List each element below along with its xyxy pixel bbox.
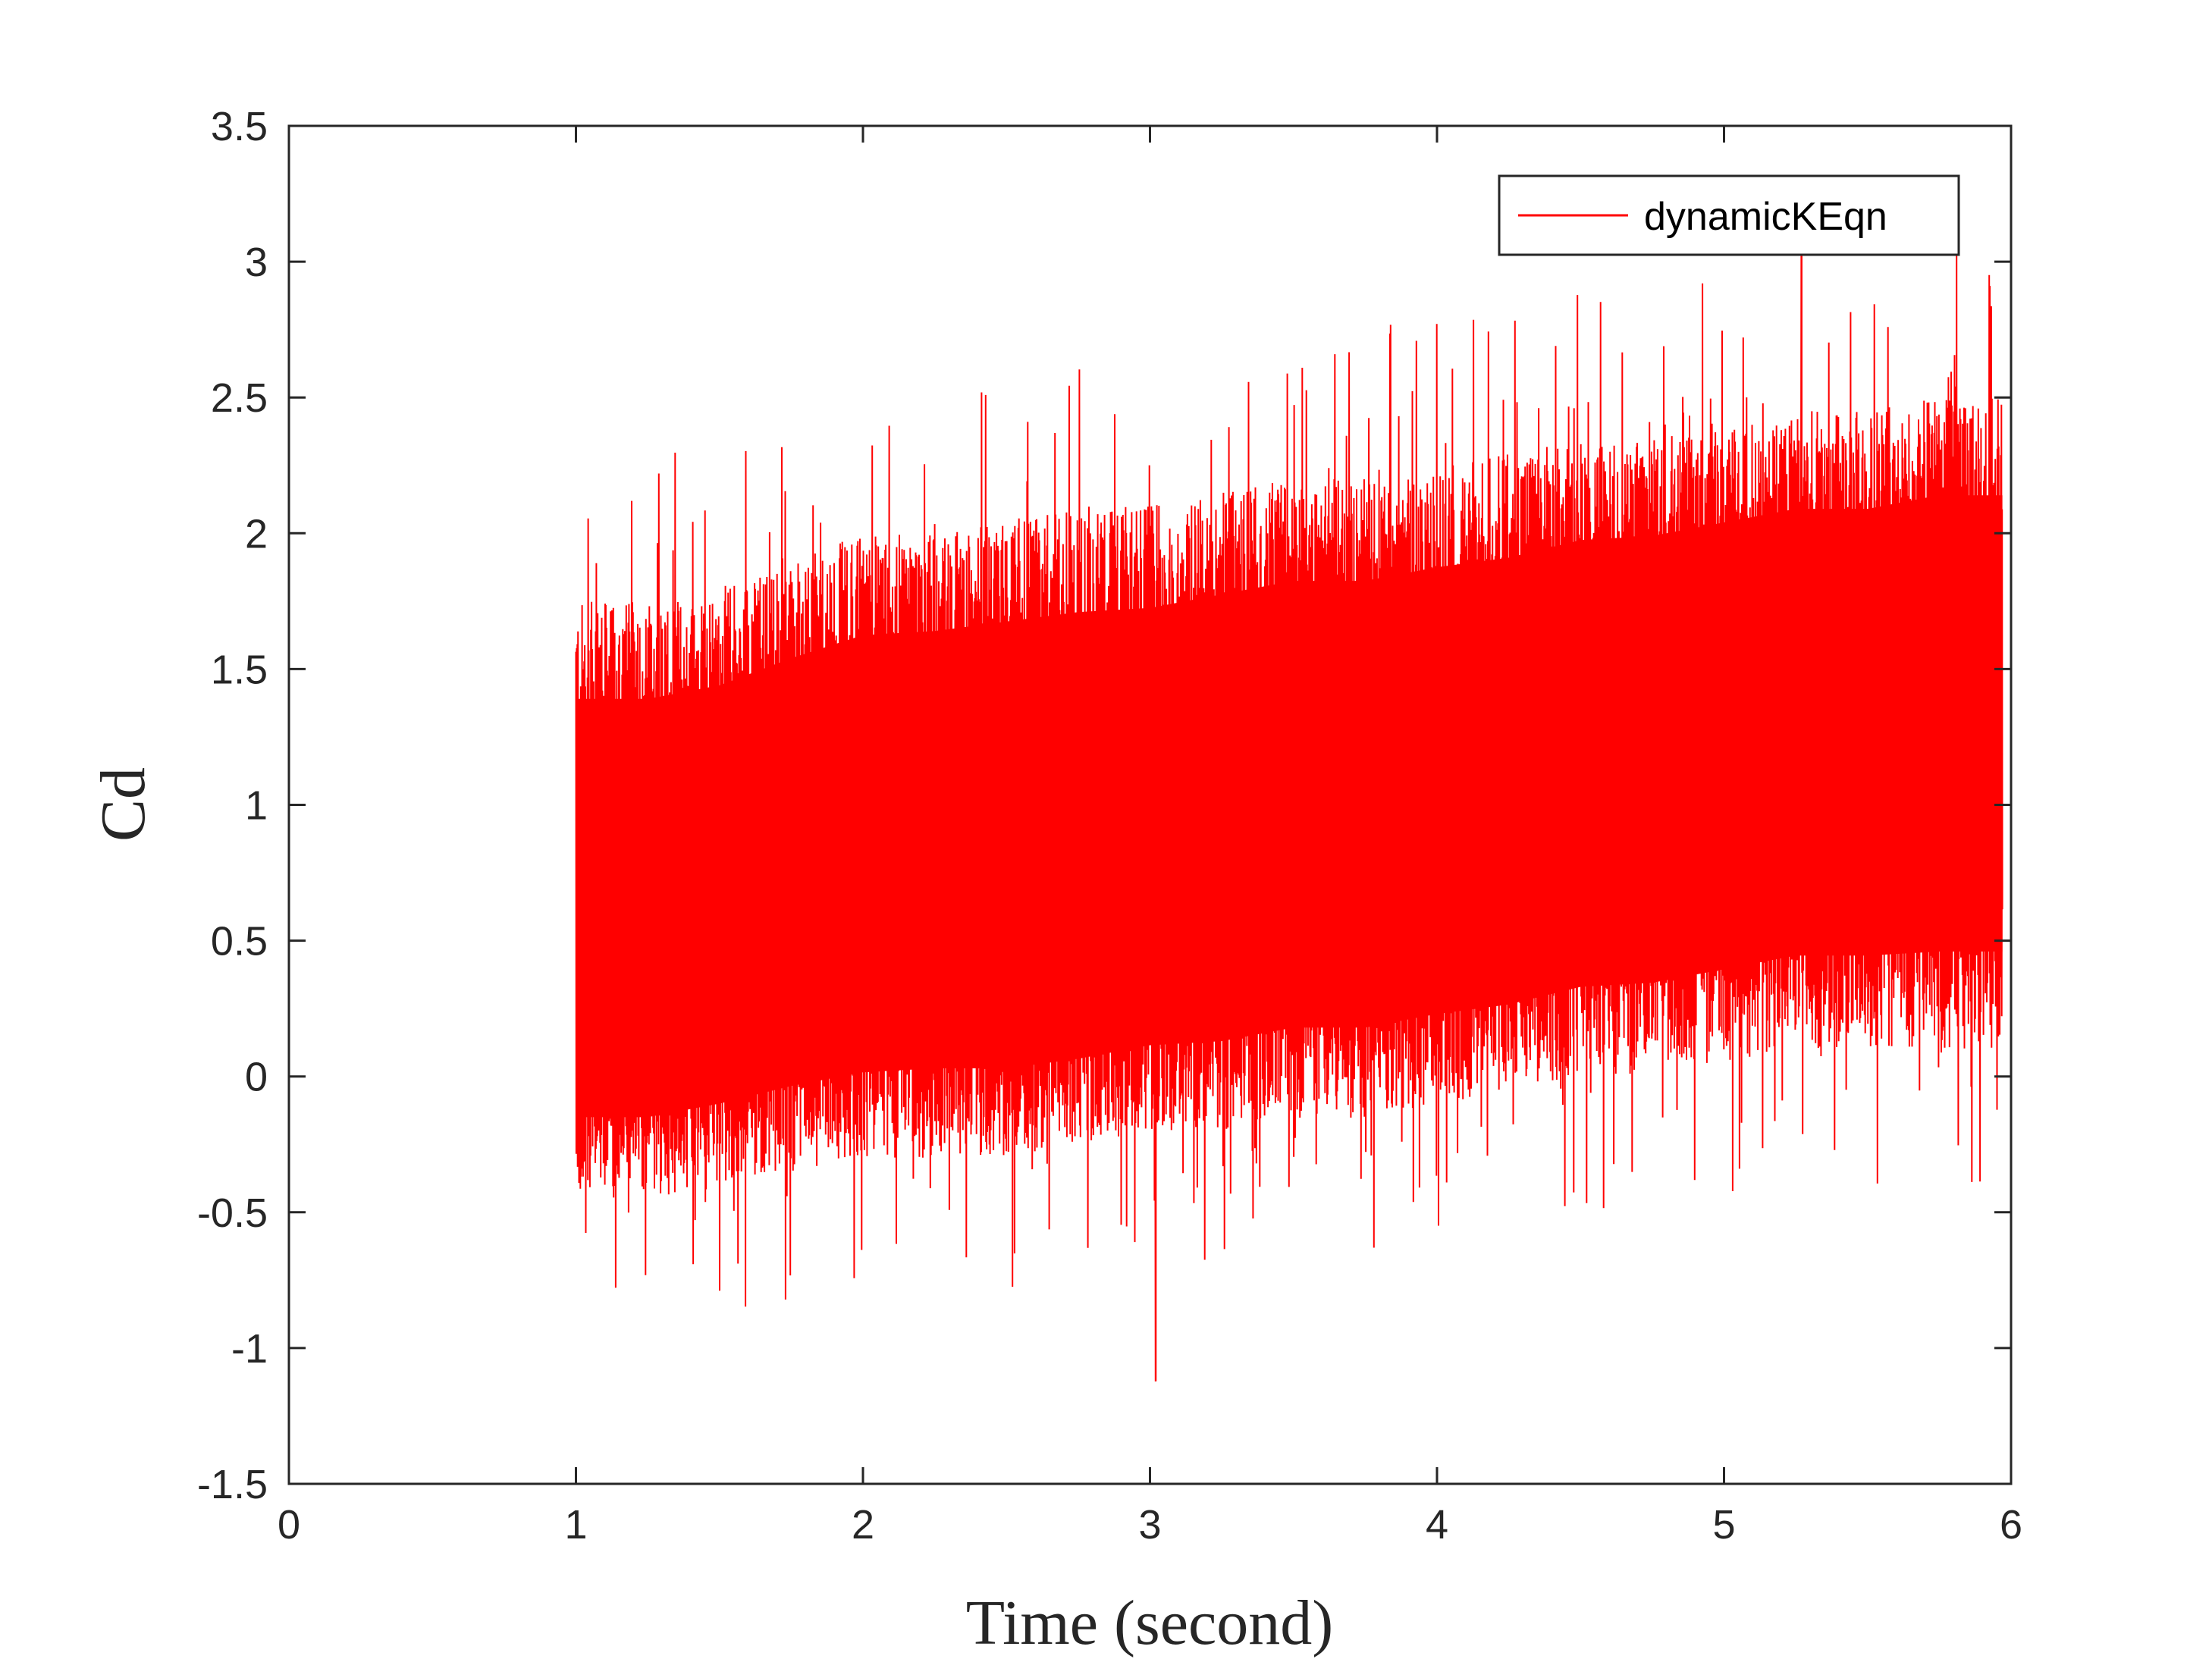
y-tick-label: 0 xyxy=(245,1055,268,1100)
y-tick-label: -1.5 xyxy=(197,1462,268,1507)
y-tick-label: 2.5 xyxy=(211,375,268,421)
legend: dynamicKEqn xyxy=(1498,174,1960,256)
x-tick-label: 1 xyxy=(564,1502,587,1548)
y-tick-label: 0.5 xyxy=(211,919,268,964)
tick-labels: 0 1 2 3 4 5 6 -1.5 -1 -0.5 0 0.5 1 1.5 2 2.5 3 3.5 xyxy=(197,104,2022,1548)
x-tick-label: 4 xyxy=(1426,1502,1448,1548)
y-tick-label: 2 xyxy=(245,511,268,557)
legend-entry-label: dynamicKEqn xyxy=(1644,195,1887,239)
y-tick-label: 3.5 xyxy=(211,104,268,149)
y-tick-label: 1 xyxy=(245,783,268,829)
y-tick-label: -1 xyxy=(231,1326,268,1372)
x-axis-title: Time (second) xyxy=(966,1588,1334,1658)
y-tick-label: 3 xyxy=(245,240,268,285)
y-axis-title: Cd xyxy=(88,767,158,842)
x-tick-label: 2 xyxy=(852,1502,874,1548)
series-band-core xyxy=(576,495,2003,1118)
x-tick-label: 3 xyxy=(1138,1502,1161,1548)
ticks xyxy=(287,124,2013,1485)
plot-area xyxy=(575,247,2003,1381)
y-tick-label: 1.5 xyxy=(211,647,268,692)
y-tick-label: -0.5 xyxy=(197,1190,268,1236)
x-tick-label: 6 xyxy=(2000,1502,2022,1548)
x-tick-label: 0 xyxy=(278,1502,300,1548)
x-tick-label: 5 xyxy=(1712,1502,1735,1548)
